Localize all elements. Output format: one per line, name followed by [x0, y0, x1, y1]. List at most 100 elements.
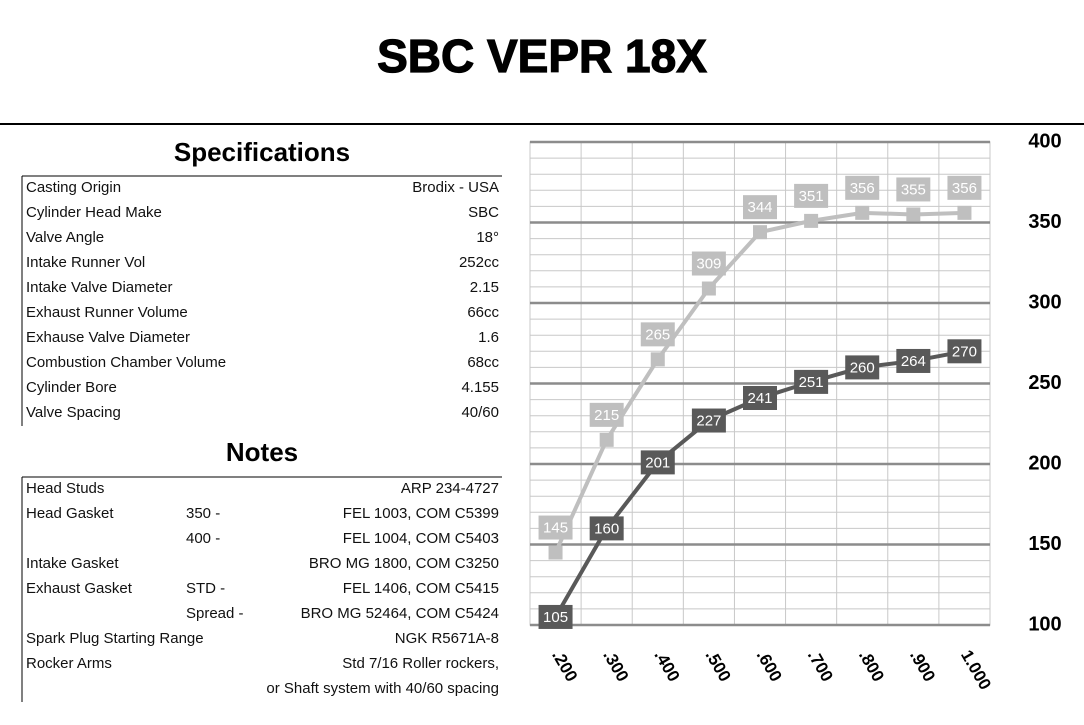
row-label: Exhaust Runner Volume: [26, 304, 188, 321]
marker: [957, 205, 972, 220]
row-value: FEL 1003, COM C5399: [343, 505, 499, 522]
row-label: Casting Origin: [26, 179, 121, 196]
row-value: BRO MG 1800, COM C3250: [309, 555, 499, 572]
marker: [906, 207, 921, 222]
row-label: Cylinder Head Make: [26, 204, 162, 221]
value-label: 145: [543, 520, 568, 537]
value-label-box: [538, 604, 573, 629]
row-value: 1.6: [478, 329, 499, 346]
row-label: Valve Angle: [26, 229, 104, 246]
section-heading: Specifications: [174, 137, 350, 167]
row-value: 252cc: [459, 254, 500, 271]
row-value: or Shaft system with 40/60 spacing: [266, 680, 499, 697]
row-sub: Spread -: [186, 605, 244, 622]
marker: [701, 281, 716, 296]
value-label-box: [896, 348, 931, 373]
value-label: 251: [799, 374, 824, 391]
row-value: Brodix - USA: [412, 179, 499, 196]
row-value: 68cc: [467, 354, 499, 371]
x-tick-label: .800: [855, 647, 888, 685]
value-label-box: [794, 369, 829, 394]
y-tick-label: 400: [1028, 130, 1061, 152]
marker: [855, 205, 870, 220]
row-label: Cylinder Bore: [26, 379, 117, 396]
chart: 100 150 200 250 300 350 400 .200 .300 .400 .500 .60…: [529, 130, 1062, 693]
value-label: 260: [850, 359, 875, 376]
marker: [599, 432, 614, 447]
row-label: Intake Valve Diameter: [26, 279, 172, 296]
value-label-box: [743, 195, 777, 220]
value-label-box: [538, 515, 573, 540]
value-label-box: [947, 175, 982, 200]
value-label: 105: [543, 609, 568, 626]
page-title: SBC VEPR 18X: [377, 30, 707, 82]
value-label-box: [640, 322, 675, 347]
row-value: NGK R5671A-8: [395, 630, 499, 647]
x-tick-label: .900: [906, 647, 939, 685]
value-label-box: [691, 408, 726, 433]
x-tick-label: 1.000: [957, 647, 995, 693]
value-label-box: [896, 177, 931, 202]
row-value: FEL 1406, COM C5415: [343, 580, 499, 597]
row-value: BRO MG 52464, COM C5424: [301, 605, 499, 622]
x-tick-label: .700: [804, 647, 837, 685]
value-label-box: [845, 355, 880, 380]
y-tick-label: 300: [1028, 291, 1061, 313]
row-value: SBC: [468, 204, 499, 221]
value-label-box: [640, 450, 675, 475]
value-label: 201: [645, 454, 670, 471]
x-tick-label: .300: [599, 647, 632, 685]
row-sub: 400 -: [186, 530, 220, 547]
row-label: Rocker Arms: [26, 655, 112, 672]
y-tick-label: 350: [1028, 211, 1061, 233]
x-tick-label: .500: [702, 647, 735, 685]
y-tick-label: 200: [1028, 452, 1061, 474]
value-label: 309: [696, 255, 721, 272]
value-label-box: [691, 251, 726, 276]
section-heading: Notes: [226, 437, 298, 467]
row-label: Valve Spacing: [26, 404, 121, 421]
y-tick-label: 150: [1028, 533, 1061, 555]
y-tick-label: 100: [1028, 613, 1061, 635]
row-value: 66cc: [467, 304, 499, 321]
row-label: Exhause Valve Diameter: [26, 329, 190, 346]
row-value: 2.15: [470, 279, 499, 296]
marker: [548, 545, 563, 560]
value-label: 160: [594, 520, 619, 537]
row-value: Std 7/16 Roller rockers,: [342, 655, 499, 672]
value-label-box: [589, 516, 624, 541]
x-tick-label: .600: [753, 647, 786, 685]
value-label-box: [794, 183, 829, 208]
value-label-box: [845, 175, 880, 200]
marker: [753, 225, 767, 240]
row-label: Head Studs: [26, 480, 104, 497]
value-label: 351: [799, 188, 824, 205]
value-label: 227: [696, 412, 721, 429]
y-tick-label: 250: [1028, 372, 1061, 394]
row-label: Intake Gasket: [26, 555, 119, 572]
value-label-box: [947, 339, 982, 364]
row-sub: STD -: [186, 580, 225, 597]
row-value: 4.155: [461, 379, 499, 396]
row-sub: 350 -: [186, 505, 220, 522]
row-value: FEL 1004, COM C5403: [343, 530, 499, 547]
row-value: ARP 234-4727: [401, 480, 499, 497]
row-value: 18°: [476, 229, 499, 246]
marker: [804, 213, 819, 228]
value-label-box: [589, 402, 624, 427]
row-value: 40/60: [461, 404, 499, 421]
value-label: 356: [952, 180, 977, 197]
row-label: Exhaust Gasket: [26, 580, 133, 597]
value-label: 215: [594, 407, 619, 424]
row-label: Combustion Chamber Volume: [26, 354, 226, 371]
row-label: Spark Plug Starting Range: [26, 630, 204, 647]
value-label: 265: [645, 326, 670, 343]
value-label-box: [743, 385, 777, 410]
value-label: 241: [747, 390, 772, 407]
row-label: Intake Runner Vol: [26, 254, 145, 271]
marker: [650, 352, 665, 367]
row-label: Head Gasket: [26, 505, 114, 522]
value-label: 270: [952, 343, 977, 360]
x-tick-label: .200: [548, 647, 581, 685]
